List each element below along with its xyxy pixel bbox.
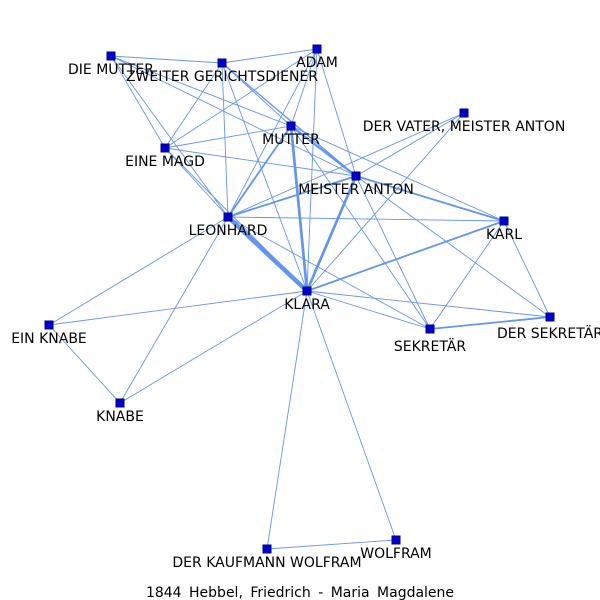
edge-klara-der_sekretaer — [306, 290, 551, 318]
edge-die_mutter-zweiter_gerichtsdiener — [110, 55, 223, 64]
edge-sekretaer-der_sekretaer — [429, 316, 551, 330]
edge-zweiter_gerichtsdiener-eine_magd — [164, 62, 223, 149]
edge-leonhard-klara — [225, 214, 310, 294]
node-klara[interactable] — [302, 286, 312, 296]
edge-meister_anton-klara — [305, 174, 358, 293]
node-label-die_mutter: DIE MUTTER — [68, 62, 154, 78]
edge-meister_anton-sekretaer — [355, 175, 431, 330]
node-label-mutter: MUTTER — [262, 132, 320, 148]
node-label-der_vater: DER VATER, MEISTER ANTON — [363, 119, 566, 135]
edge-meister_anton-karl — [355, 175, 505, 222]
node-knabe[interactable] — [115, 398, 125, 408]
edge-adam-meister_anton — [316, 48, 357, 177]
node-zweiter_gerichtsdiener[interactable] — [217, 58, 227, 68]
edge-mutter-meister_anton — [289, 124, 358, 178]
edge-adam-eine_magd — [164, 48, 318, 149]
edge-der_vater-leonhard — [227, 112, 465, 218]
edge-adam-mutter — [290, 48, 318, 127]
node-die_mutter[interactable] — [106, 51, 116, 61]
node-eine_magd[interactable] — [160, 143, 170, 153]
edge-layer — [48, 48, 551, 550]
edge-klara-ein_knabe — [48, 290, 308, 326]
edge-adam-leonhard — [227, 48, 318, 218]
edge-klara-der_kaufmann_wolfram — [266, 290, 308, 550]
edge-zweiter_gerichtsdiener-leonhard — [221, 62, 229, 218]
edge-die_mutter-leonhard — [110, 55, 229, 218]
node-label-zweiter_gerichtsdiener: ZWEITER GERICHTSDIENER — [126, 69, 318, 85]
graph-caption: 1844 Hebbel, Friedrich - Maria Magdalene — [146, 585, 454, 600]
node-karl[interactable] — [499, 216, 509, 226]
node-meister_anton[interactable] — [351, 171, 361, 181]
edge-leonhard-knabe — [119, 216, 229, 404]
edge-meister_anton-der_sekretaer — [355, 175, 551, 318]
edge-zweiter_gerichtsdiener-meister_anton — [221, 62, 357, 177]
edge-karl-sekretaer — [429, 220, 505, 330]
node-adam[interactable] — [312, 44, 322, 54]
node-label-meister_anton: MEISTER ANTON — [298, 182, 414, 198]
node-label-der_kaufmann_wolfram: DER KAUFMANN WOLFRAM — [172, 555, 361, 571]
edge-mutter-leonhard — [227, 125, 292, 218]
node-wolfram[interactable] — [391, 535, 401, 545]
edge-karl-der_sekretaer — [503, 220, 551, 318]
node-label-eine_magd: EINE MAGD — [125, 154, 205, 170]
node-label-leonhard: LEONHARD — [189, 223, 268, 239]
node-label-karl: KARL — [486, 227, 522, 243]
node-ein_knabe[interactable] — [44, 320, 54, 330]
node-label-knabe: KNABE — [96, 409, 144, 425]
edge-die_mutter-meister_anton — [110, 55, 357, 177]
edge-klara-knabe — [119, 290, 308, 404]
edge-karl-klara — [306, 220, 505, 292]
edge-klara-wolfram — [306, 290, 397, 541]
edge-wolfram-der_kaufmann_wolfram — [266, 539, 397, 550]
node-leonhard[interactable] — [223, 212, 233, 222]
node-der_vater[interactable] — [459, 108, 469, 118]
edge-mutter-klara — [289, 124, 309, 293]
node-label-wolfram: WOLFRAM — [360, 546, 432, 562]
edge-mutter-sekretaer — [290, 125, 431, 330]
edge-die_mutter-eine_magd — [110, 55, 166, 149]
edge-mutter-eine_magd — [164, 125, 292, 149]
edge-zweiter_gerichtsdiener-adam — [221, 48, 318, 64]
node-der_sekretaer[interactable] — [545, 312, 555, 322]
node-sekretaer[interactable] — [425, 324, 435, 334]
node-label-sekretaer: SEKRETÄR — [394, 337, 467, 355]
node-label-der_sekretaer: DER SEKRETÄR — [497, 324, 600, 342]
node-label-adam: ADAM — [296, 55, 338, 71]
edge-zweiter_gerichtsdiener-klara — [221, 62, 308, 292]
edge-mutter-karl — [290, 125, 505, 222]
node-der_kaufmann_wolfram[interactable] — [262, 544, 272, 554]
edge-der_vater-klara — [306, 112, 465, 292]
node-label-klara: KLARA — [284, 297, 330, 313]
edge-leonhard-karl — [227, 216, 505, 222]
edge-meister_anton-leonhard — [227, 175, 357, 218]
node-layer — [44, 44, 555, 554]
edge-eine_magd-meister_anton — [164, 147, 357, 177]
edge-leonhard-ein_knabe — [48, 216, 229, 326]
edge-der_vater-meister_anton — [355, 112, 465, 177]
node-mutter[interactable] — [286, 121, 296, 131]
node-label-ein_knabe: EIN KNABE — [11, 331, 87, 347]
edge-eine_magd-leonhard — [164, 147, 229, 218]
edge-leonhard-sekretaer — [227, 216, 431, 330]
edge-klara-sekretaer — [306, 290, 431, 330]
edge-die_mutter-mutter — [110, 55, 292, 127]
edge-ein_knabe-knabe — [48, 324, 121, 404]
